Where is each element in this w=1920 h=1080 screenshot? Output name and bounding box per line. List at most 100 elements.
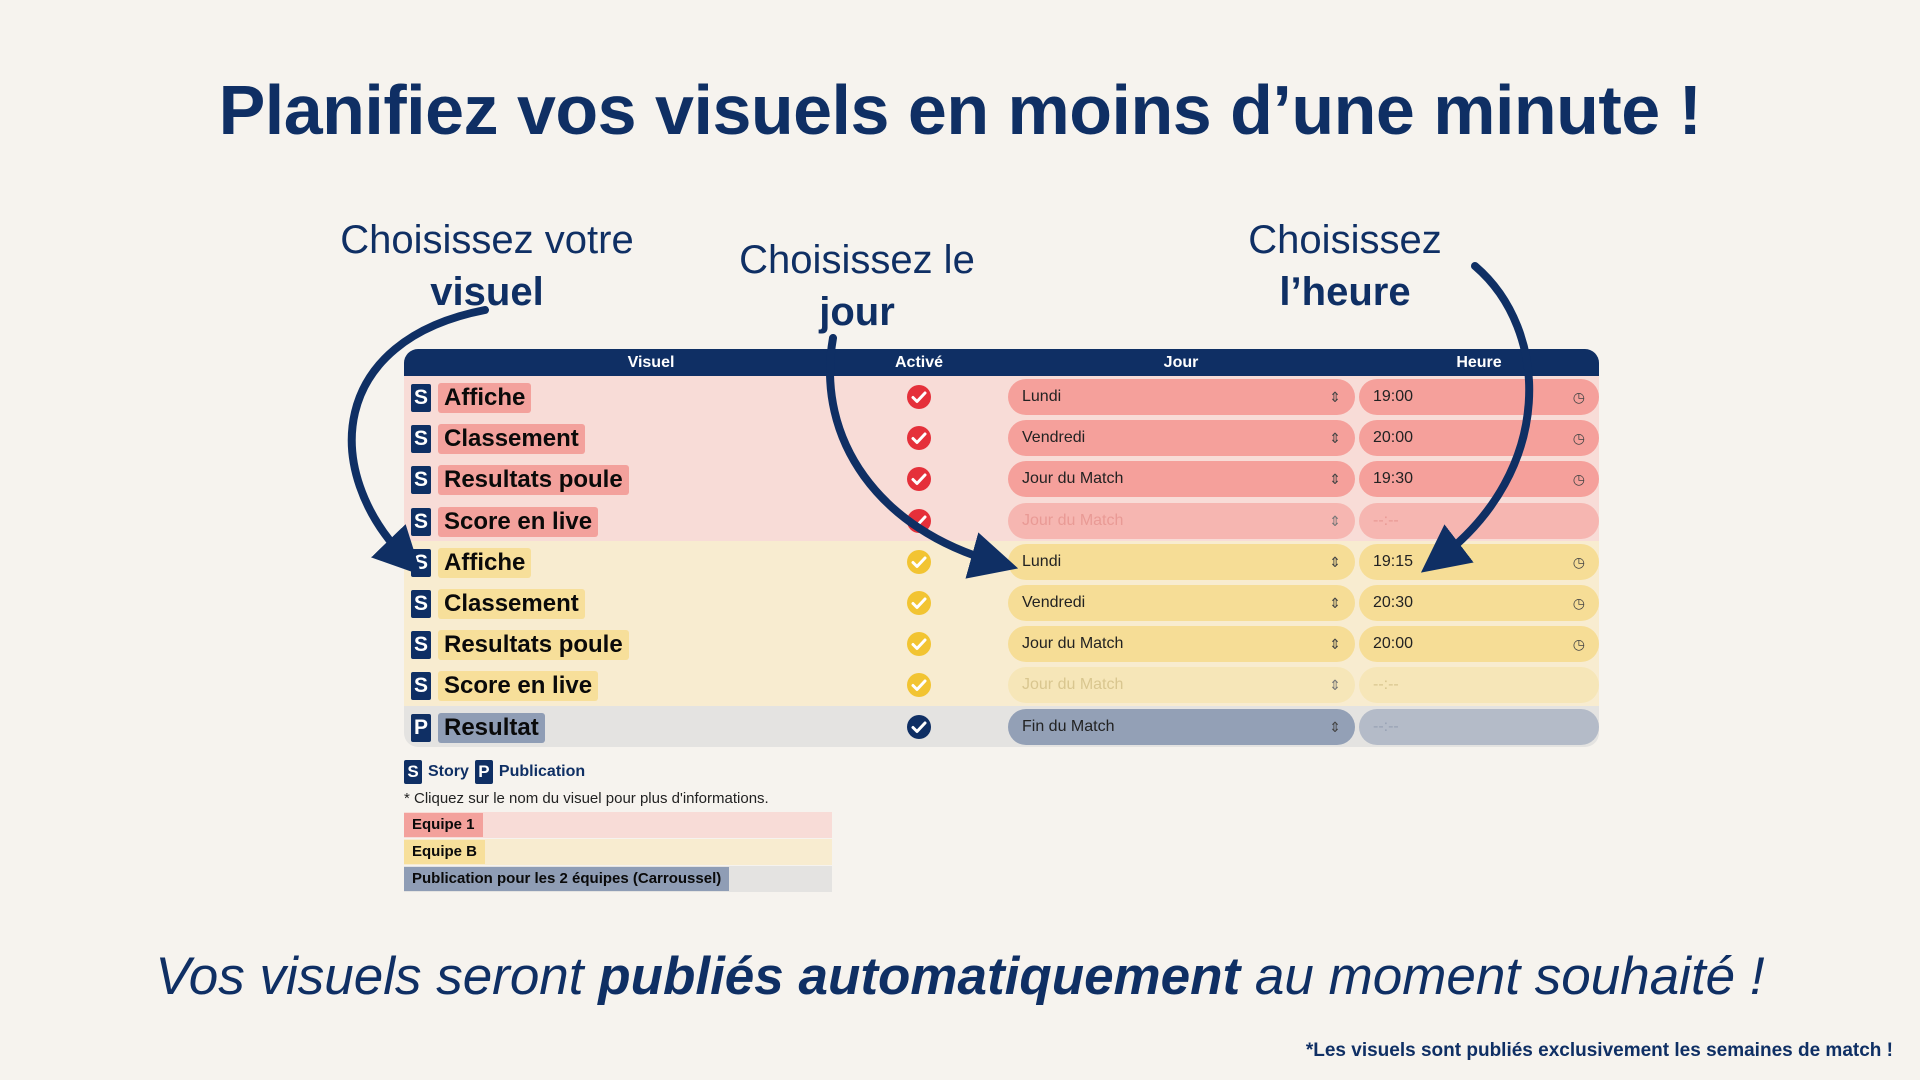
- callout-heure: Choisissez l’heure: [1195, 214, 1495, 318]
- visual-name-link[interactable]: Resultats poule: [438, 465, 629, 496]
- visual-name-link[interactable]: Score en live: [438, 506, 599, 537]
- time-input-value: --:--: [1373, 676, 1399, 694]
- time-input[interactable]: --:--: [1359, 667, 1599, 704]
- visual-name-link[interactable]: Classement: [438, 588, 585, 619]
- check-circle-icon[interactable]: [906, 466, 932, 492]
- callout-visuel: Choisissez votre visuel: [287, 214, 687, 318]
- header-jour: Jour: [1163, 354, 1199, 371]
- time-input[interactable]: 20:30 ◷: [1359, 584, 1599, 621]
- table-header: Visuel Activé Jour Heure: [404, 349, 1599, 376]
- footnote: *Les visuels sont publiés exclusivement …: [1305, 1040, 1893, 1061]
- day-select[interactable]: Lundi ⇕: [1008, 543, 1355, 580]
- day-select[interactable]: Jour du Match ⇕: [1008, 461, 1355, 498]
- day-select-value: Jour du Match: [1022, 635, 1124, 653]
- table-row: S Classement Vendredi ⇕ 20:30 ◷: [404, 581, 1599, 624]
- time-input-value: 20:30: [1373, 593, 1414, 611]
- check-circle-icon[interactable]: [906, 590, 932, 616]
- visual-name-link[interactable]: Resultats poule: [438, 630, 629, 661]
- legend-both-teams: Publication pour les 2 équipes (Carrouss…: [404, 866, 832, 892]
- header-heure: Heure: [1456, 354, 1502, 371]
- header-active: Activé: [894, 354, 944, 371]
- callout-jour-line2: jour: [819, 290, 895, 334]
- updown-chevron-icon: ⇕: [1329, 389, 1341, 405]
- story-badge: S: [411, 425, 431, 454]
- legend-story-badge: S: [404, 760, 422, 784]
- time-input[interactable]: 19:30 ◷: [1359, 461, 1599, 498]
- day-select[interactable]: Lundi ⇕: [1008, 379, 1355, 415]
- updown-chevron-icon: ⇕: [1329, 636, 1341, 653]
- clock-icon: ◷: [1572, 430, 1585, 447]
- visual-name-link[interactable]: Classement: [438, 424, 585, 455]
- legend-team1-label: Equipe 1: [404, 813, 483, 837]
- legend-team1: Equipe 1: [404, 812, 832, 838]
- check-circle-icon[interactable]: [906, 508, 932, 534]
- legend-team2-label: Equipe B: [404, 840, 486, 864]
- clock-icon: ◷: [1572, 553, 1585, 570]
- updown-chevron-icon: ⇕: [1329, 471, 1341, 488]
- legend-publication-badge: P: [474, 760, 493, 784]
- time-input[interactable]: 19:00 ◷: [1359, 379, 1599, 415]
- time-input[interactable]: --:--: [1359, 708, 1599, 745]
- story-badge: S: [411, 589, 431, 618]
- table-row: S Affiche Lundi ⇕ 19:00 ◷: [404, 376, 1599, 418]
- day-select[interactable]: Jour du Match ⇕: [1008, 502, 1355, 539]
- legend-publication-label: Publication: [498, 763, 586, 780]
- check-circle-icon[interactable]: [906, 384, 932, 410]
- day-select[interactable]: Jour du Match ⇕: [1008, 667, 1355, 704]
- time-input[interactable]: 19:15 ◷: [1359, 543, 1599, 580]
- time-input[interactable]: 20:00 ◷: [1359, 420, 1599, 457]
- day-select[interactable]: Vendredi ⇕: [1008, 584, 1355, 621]
- day-select-value: Jour du Match: [1022, 511, 1124, 529]
- updown-chevron-icon: ⇕: [1329, 594, 1341, 611]
- publication-badge: P: [411, 713, 431, 742]
- day-select-value: Lundi: [1022, 388, 1062, 405]
- time-input[interactable]: --:--: [1359, 502, 1599, 539]
- tagline-bold: publiés automatiquement: [598, 947, 1241, 1006]
- check-circle-icon[interactable]: [906, 549, 932, 575]
- tagline-part2: au moment souhaité !: [1240, 947, 1765, 1006]
- day-select[interactable]: Vendredi ⇕: [1008, 420, 1355, 457]
- callout-jour: Choisissez le jour: [707, 234, 1007, 338]
- time-input-value: 19:15: [1373, 552, 1414, 570]
- day-select-value: Jour du Match: [1022, 470, 1124, 488]
- table-row: P Resultat Fin du Match ⇕ --:--: [404, 705, 1599, 747]
- clock-icon: ◷: [1572, 594, 1585, 611]
- visual-name-link[interactable]: Resultat: [438, 712, 545, 743]
- visual-name-link[interactable]: Score en live: [438, 671, 599, 702]
- callout-heure-line1: Choisissez: [1248, 218, 1442, 262]
- clock-icon: ◷: [1572, 471, 1585, 488]
- day-select-value: Vendredi: [1022, 429, 1086, 447]
- page-headline: Planifiez vos visuels en moins d’une min…: [218, 71, 1702, 149]
- legend-team2: Equipe B: [404, 839, 832, 865]
- table-row: S Score en live Jour du Match ⇕ --:--: [404, 664, 1599, 706]
- day-select[interactable]: Fin du Match ⇕: [1008, 708, 1355, 745]
- day-select[interactable]: Jour du Match ⇕: [1008, 626, 1355, 663]
- callout-heure-line2: l’heure: [1279, 270, 1411, 314]
- time-input-value: 19:00: [1373, 388, 1414, 405]
- clock-icon: ◷: [1572, 636, 1585, 653]
- story-badge: S: [411, 384, 431, 412]
- day-select-value: Fin du Match: [1022, 717, 1115, 735]
- check-circle-icon[interactable]: [906, 631, 932, 657]
- time-input-value: 20:00: [1373, 429, 1414, 447]
- visual-name-link[interactable]: Affiche: [438, 383, 532, 413]
- time-input-value: 19:30: [1373, 470, 1414, 488]
- check-circle-icon[interactable]: [906, 714, 932, 740]
- day-select-value: Vendredi: [1022, 593, 1086, 611]
- check-circle-icon[interactable]: [906, 672, 932, 698]
- time-input-value: 20:00: [1373, 635, 1414, 653]
- table-row: S Affiche Lundi ⇕ 19:15 ◷: [404, 540, 1599, 582]
- check-circle-icon[interactable]: [906, 425, 932, 451]
- legend-story-label: Story: [428, 763, 469, 780]
- story-badge: S: [411, 672, 431, 701]
- day-select-value: Lundi: [1022, 552, 1062, 570]
- story-badge: S: [411, 507, 431, 536]
- story-badge: S: [411, 548, 431, 577]
- tagline: Vos visuels seront publiés automatiqueme…: [0, 946, 1920, 1007]
- time-input[interactable]: 20:00 ◷: [1359, 626, 1599, 663]
- header-visuel: Visuel: [627, 354, 675, 371]
- legend-both-label: Publication pour les 2 équipes (Carrouss…: [404, 867, 730, 891]
- updown-chevron-icon: ⇕: [1329, 512, 1341, 529]
- time-input-value: --:--: [1373, 511, 1399, 529]
- visual-name-link[interactable]: Affiche: [438, 547, 532, 578]
